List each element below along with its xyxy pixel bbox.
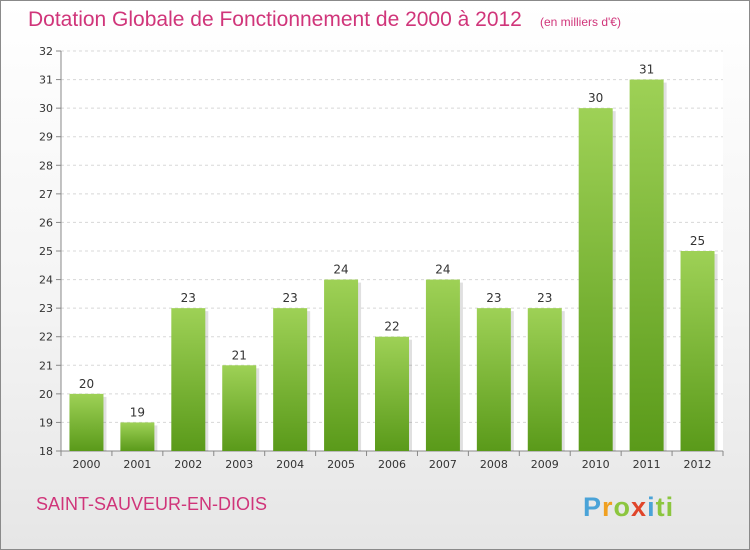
y-tick-label: 20 [39,388,53,401]
y-tick-label: 32 [39,45,53,58]
x-tick-label: 2005 [327,458,355,471]
bar-value-label: 23 [181,291,196,305]
bar [273,308,308,451]
bar [222,365,257,451]
bar [375,336,409,451]
x-tick-label: 2008 [480,458,508,471]
bar [324,279,359,451]
bar-value-label: 30 [588,91,603,105]
bar-value-label: 23 [537,291,552,305]
y-tick-label: 30 [39,102,53,115]
bar [629,79,664,452]
bar-value-label: 23 [486,291,501,305]
bar [527,308,562,451]
bar [69,393,104,451]
labels: 18 19 20 21 22 23 24 25 26 27 28 29 30 31 32 20 2000 19 20… [39,45,712,471]
y-tick-label: 24 [39,274,53,287]
y-tick-label: 29 [39,131,53,144]
bar-value-label: 22 [384,320,399,334]
y-tick-label: 31 [39,74,53,87]
chart-unit: (en milliers d'€) [540,15,621,29]
x-tick-label: 2000 [72,458,100,471]
bar-value-label: 21 [232,348,247,362]
y-tick-label: 25 [39,245,53,258]
y-tick-label: 23 [39,302,53,315]
bar [120,422,155,451]
x-tick-label: 2004 [276,458,304,471]
chart-title: Dotation Globale de Fonctionnement de 20… [28,8,522,31]
bar [578,108,613,452]
bar-value-label: 31 [639,63,654,77]
bar-value-label: 25 [690,234,705,248]
y-tick-label: 21 [39,359,53,372]
bar-value-label: 19 [130,405,145,419]
bar-value-label: 23 [283,291,298,305]
bar [425,279,460,451]
logo-letter: r [602,492,614,522]
bar [680,251,715,451]
bar-value-label: 24 [333,263,348,277]
x-tick-label: 2003 [225,458,253,471]
y-tick-label: 19 [39,416,53,429]
logo-letter: i [647,492,656,522]
y-tick-label: 18 [39,445,53,458]
proxiti-logo: Proxiti [583,492,674,523]
x-tick-label: 2009 [531,458,559,471]
x-tick-label: 2001 [123,458,151,471]
logo-letter: P [583,492,603,522]
x-tick-label: 2007 [429,458,457,471]
x-tick-label: 2012 [684,458,712,471]
commune-name: SAINT-SAUVEUR-EN-DIOIS [36,494,268,514]
x-tick-label: 2010 [582,458,610,471]
y-tick-label: 27 [39,188,53,201]
logo-letter: x [631,492,648,522]
bars [69,79,718,452]
bar-value-label: 24 [435,263,450,277]
y-tick-label: 26 [39,216,53,229]
bar [476,308,511,451]
x-tick-label: 2011 [633,458,661,471]
y-tick-label: 28 [39,159,53,172]
x-tick-label: 2002 [174,458,202,471]
logo-letter: o [613,492,632,522]
y-tick-label: 22 [39,331,53,344]
x-tick-label: 2006 [378,458,406,471]
logo-letter: ti [655,492,675,522]
bar-value-label: 20 [79,377,94,391]
bar [171,308,206,451]
